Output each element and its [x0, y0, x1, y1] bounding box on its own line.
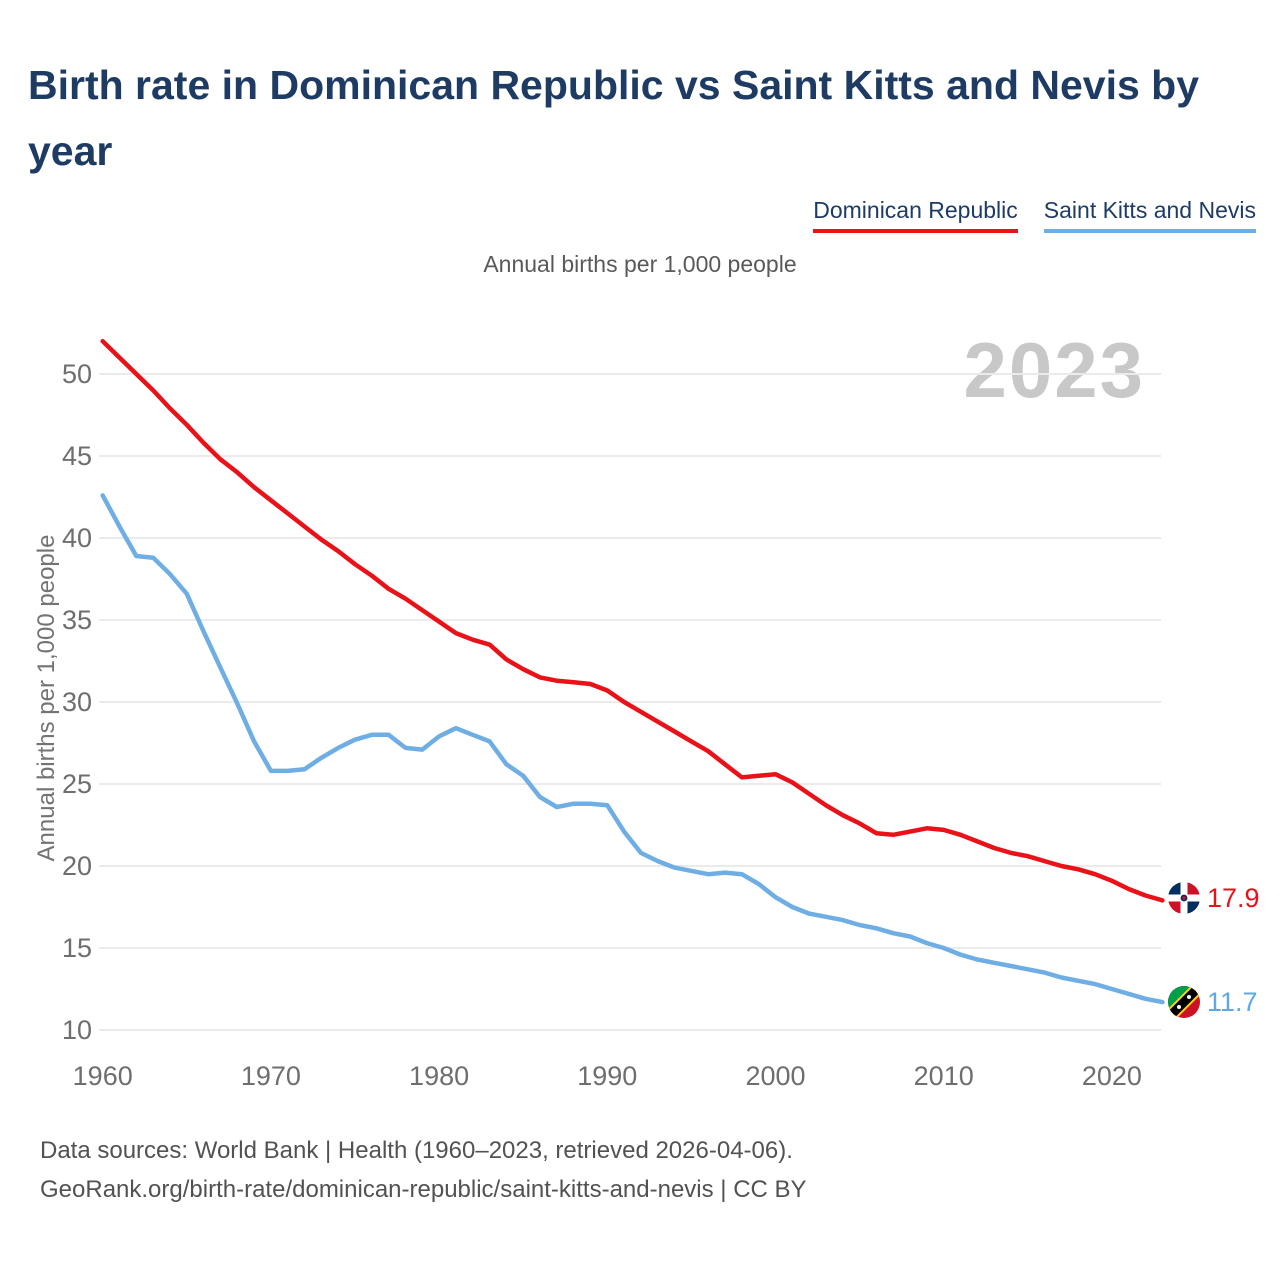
- y-tick-label: 15: [62, 933, 92, 963]
- x-tick-label: 1960: [73, 1061, 133, 1091]
- dominican-republic-flag-icon: [1168, 882, 1200, 914]
- legend-item-saint-kitts-and-nevis[interactable]: Saint Kitts and Nevis: [1043, 197, 1256, 233]
- y-tick-label: 35: [62, 605, 92, 635]
- y-tick-label: 10: [62, 1015, 92, 1045]
- legend-item-dominican-republic[interactable]: Dominican Republic: [813, 197, 1018, 233]
- series-line-saint-kitts-and-nevis: [100, 493, 1165, 1005]
- chart-subtitle: Annual births per 1,000 people: [483, 251, 797, 277]
- y-tick-label: 45: [62, 441, 92, 471]
- y-tick-label: 25: [62, 769, 92, 799]
- y-tick-label: 50: [62, 359, 92, 389]
- page-title: Birth rate in Dominican Republic vs Sain…: [28, 62, 1200, 174]
- x-tick-label: 2000: [745, 1061, 805, 1091]
- footer-attribution: GeoRank.org/birth-rate/dominican-republi…: [40, 1176, 807, 1203]
- footer-data-sources: Data sources: World Bank | Health (1960–…: [40, 1137, 793, 1164]
- series-line-dominican-republic: [100, 338, 1165, 903]
- x-tick-label: 2010: [914, 1061, 974, 1091]
- footer: Data sources: World Bank | Health (1960–…: [40, 1131, 807, 1209]
- x-tick-label: 2020: [1082, 1061, 1142, 1091]
- y-tick-label: 30: [62, 687, 92, 717]
- end-value-dominican-republic: 17.9: [1207, 883, 1260, 913]
- y-tick-label: 40: [62, 523, 92, 553]
- legend-label-saint-kitts-and-nevis: Saint Kitts and Nevis: [1043, 197, 1256, 223]
- saint-kitts-and-nevis-flag-icon: [1168, 986, 1200, 1018]
- legend: Dominican Republic Saint Kitts and Nevis: [813, 197, 1256, 233]
- x-tick-label: 1980: [409, 1061, 469, 1091]
- legend-label-dominican-republic: Dominican Republic: [813, 197, 1018, 223]
- year-watermark: 2023: [963, 326, 1145, 414]
- x-tick-label: 1970: [241, 1061, 301, 1091]
- x-tick-label: 1990: [577, 1061, 637, 1091]
- end-value-saint-kitts-and-nevis: 11.7: [1207, 987, 1258, 1017]
- y-tick-label: 20: [62, 851, 92, 881]
